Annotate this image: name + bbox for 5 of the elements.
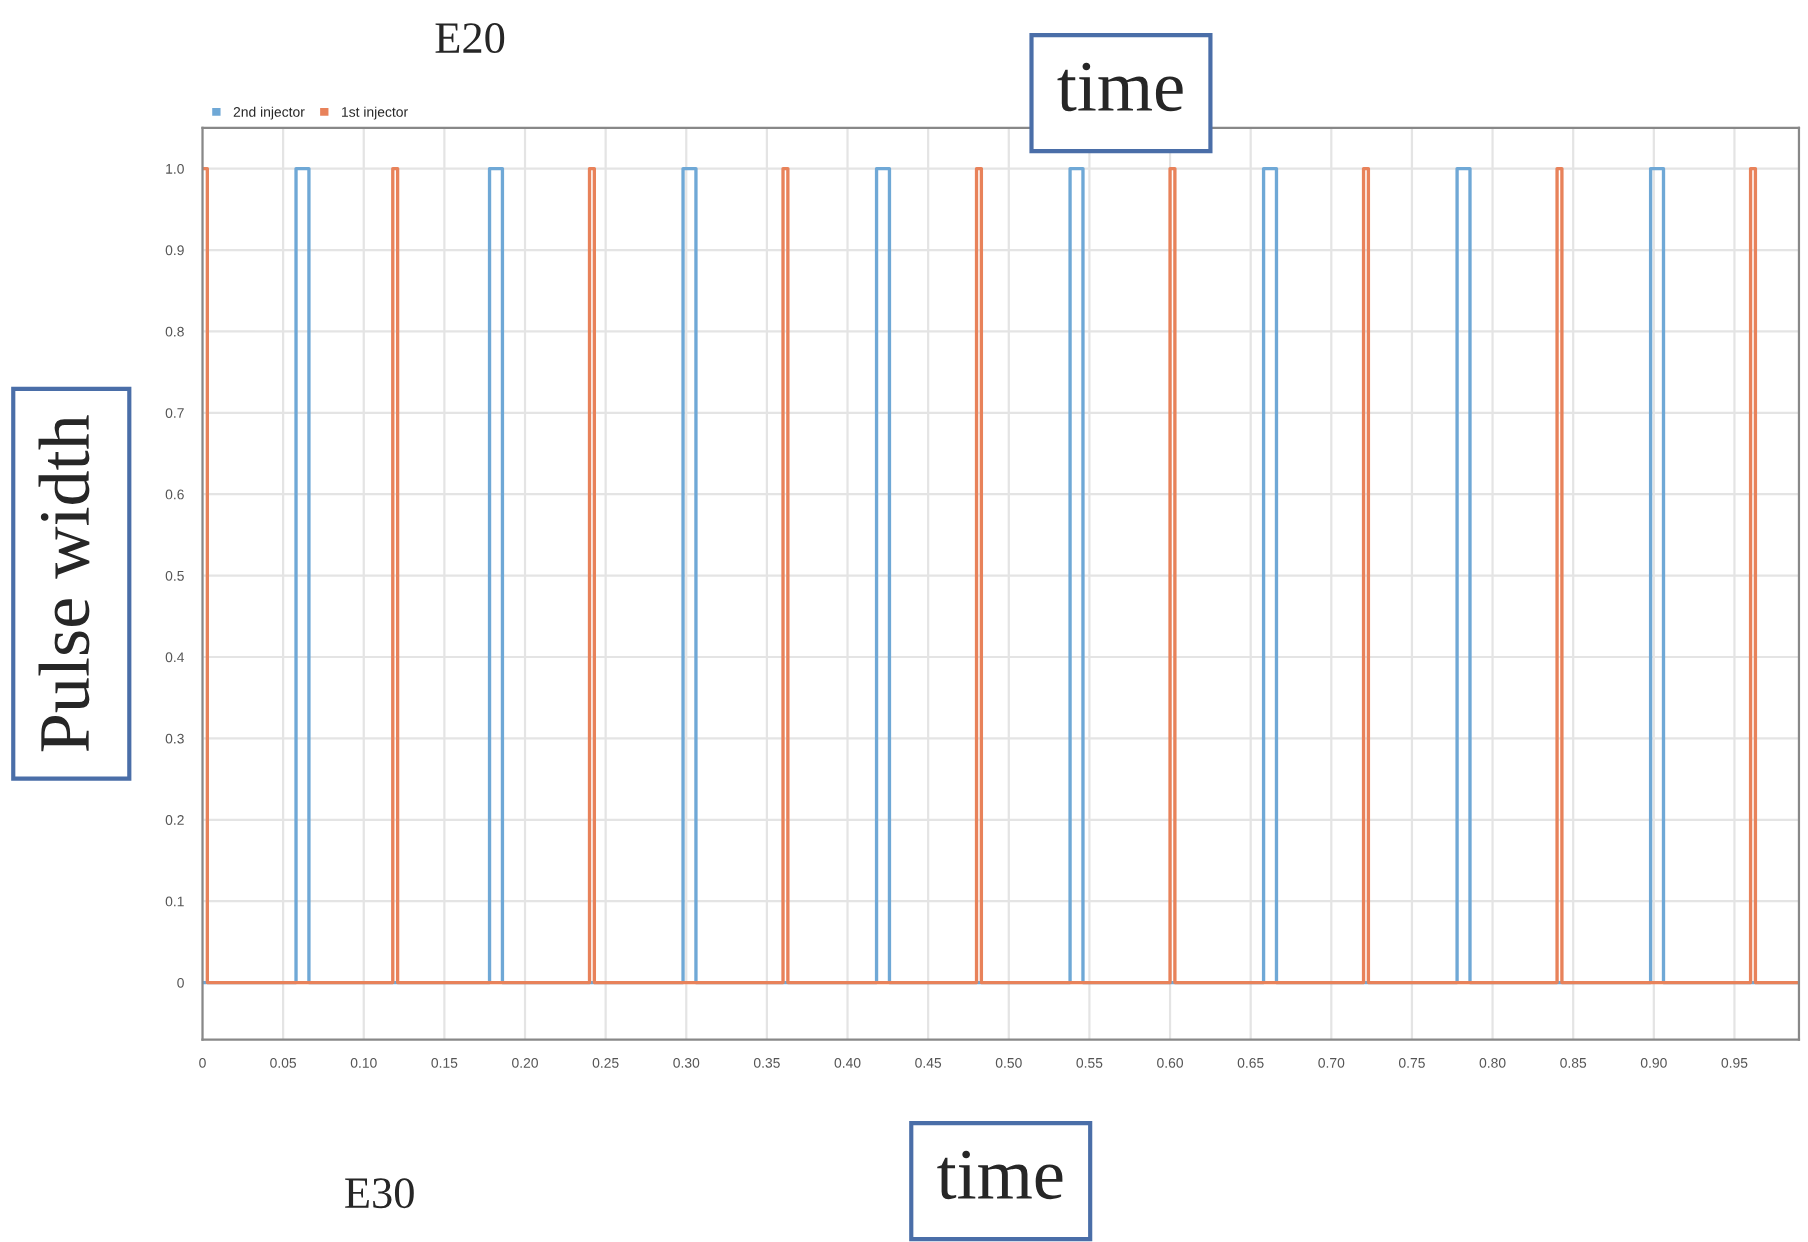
y-axis-title: Pulse width [38, 415, 90, 752]
text: E30 [345, 1178, 414, 1209]
text: E20 [435, 23, 505, 54]
x-axis-title: time [937, 1150, 1063, 1200]
text: time [1057, 62, 1183, 112]
